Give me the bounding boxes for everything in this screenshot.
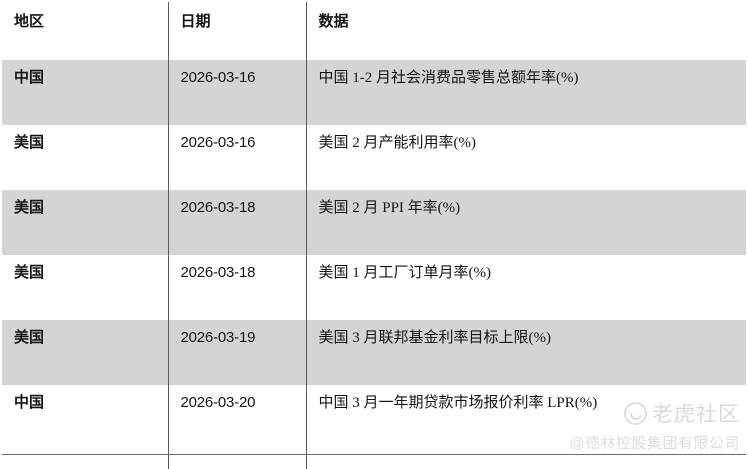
table-row[interactable]: 美国 2026-03-16 美国 2 月产能利用率(%) xyxy=(2,125,746,190)
cell-data: 中国 3 月一年期贷款市场报价利率 LPR(%) xyxy=(305,385,746,469)
cell-region: 美国 xyxy=(2,255,168,320)
cell-region: 美国 xyxy=(2,190,168,255)
cell-region: 中国 xyxy=(2,60,168,125)
table-row[interactable]: 中国 2026-03-20 中国 3 月一年期贷款市场报价利率 LPR(%) xyxy=(2,385,746,469)
cell-date: 2026-03-16 xyxy=(167,60,306,125)
table-body: 中国 2026-03-16 中国 1-2 月社会消费品零售总额年率(%) 美国 … xyxy=(2,60,746,469)
cell-data: 美国 3 月联邦基金利率目标上限(%) xyxy=(305,320,746,385)
table-header: 地区 日期 数据 xyxy=(2,2,746,60)
cell-region: 美国 xyxy=(2,125,168,190)
column-header-region: 地区 xyxy=(2,2,168,60)
table-bottom-rule xyxy=(2,454,746,455)
table-row[interactable]: 美国 2026-03-18 美国 1 月工厂订单月率(%) xyxy=(2,255,746,320)
cell-date: 2026-03-18 xyxy=(167,190,306,255)
cell-data: 美国 1 月工厂订单月率(%) xyxy=(305,255,746,320)
table-row[interactable]: 美国 2026-03-18 美国 2 月 PPI 年率(%) xyxy=(2,190,746,255)
table-row[interactable]: 美国 2026-03-19 美国 3 月联邦基金利率目标上限(%) xyxy=(2,320,746,385)
cell-date: 2026-03-16 xyxy=(167,125,306,190)
cell-date: 2026-03-18 xyxy=(167,255,306,320)
cell-data: 中国 1-2 月社会消费品零售总额年率(%) xyxy=(305,60,746,125)
cell-date: 2026-03-20 xyxy=(167,385,306,469)
column-header-data: 数据 xyxy=(305,2,746,60)
cell-data: 美国 2 月 PPI 年率(%) xyxy=(305,190,746,255)
table-header-row: 地区 日期 数据 xyxy=(2,2,746,60)
cell-date: 2026-03-19 xyxy=(167,320,306,385)
table-row[interactable]: 中国 2026-03-16 中国 1-2 月社会消费品零售总额年率(%) xyxy=(2,60,746,125)
column-header-date: 日期 xyxy=(167,2,306,60)
cell-region: 中国 xyxy=(2,385,168,469)
cell-region: 美国 xyxy=(2,320,168,385)
cell-data: 美国 2 月产能利用率(%) xyxy=(305,125,746,190)
